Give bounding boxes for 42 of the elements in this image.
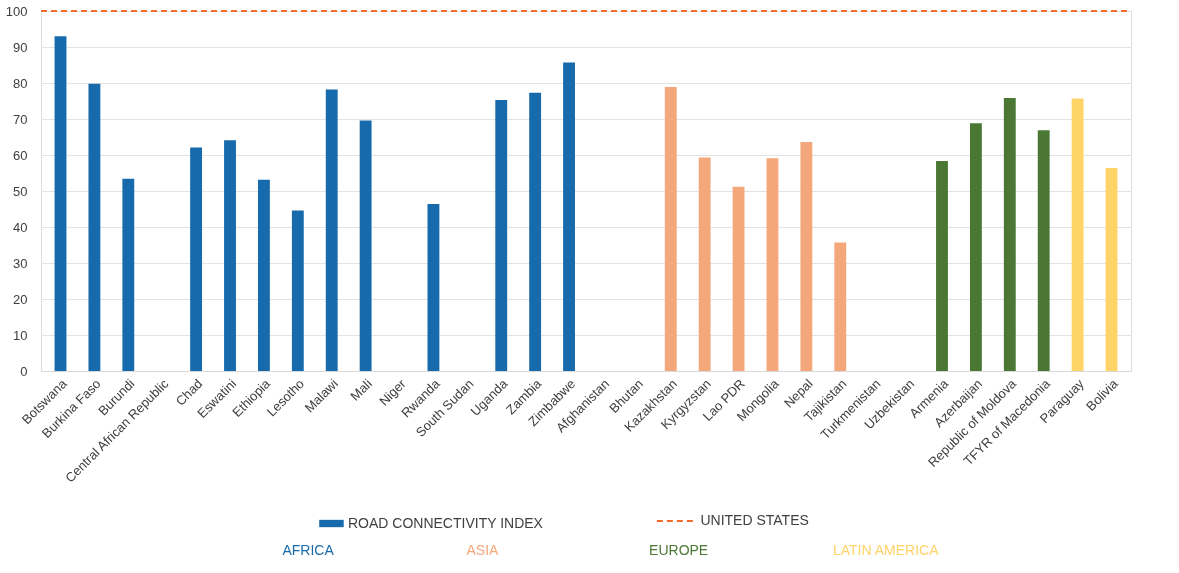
- legend-label: UNITED STATES: [700, 512, 809, 528]
- y-tick-label: 20: [13, 291, 28, 307]
- bar: [529, 92, 542, 371]
- bar: [190, 147, 203, 371]
- bar: [766, 158, 779, 371]
- y-tick-label: 90: [13, 39, 28, 55]
- text: AFRICA: [282, 542, 335, 558]
- bar: [325, 89, 338, 371]
- bar: [291, 210, 304, 371]
- y-tick-label: 40: [13, 219, 28, 235]
- bar: [969, 123, 982, 371]
- y-tick-label: 50: [13, 183, 28, 199]
- y-tick-label: 10: [13, 327, 28, 343]
- y-tick-label: 30: [13, 255, 28, 271]
- bar: [88, 83, 101, 371]
- y-tick-label: 80: [13, 75, 28, 91]
- bar: [257, 179, 270, 371]
- bar: [1003, 98, 1016, 371]
- bar: [122, 178, 135, 371]
- text: EUROPE: [649, 542, 709, 558]
- y-tick-label: 70: [13, 111, 28, 127]
- bar: [936, 161, 948, 371]
- bar: [732, 186, 745, 371]
- text: ASIA: [466, 542, 500, 558]
- bar: [224, 140, 236, 371]
- text: LATIN AMERICA: [832, 542, 940, 558]
- bar: [495, 99, 508, 371]
- bar: [359, 120, 372, 371]
- bar: [563, 62, 575, 371]
- bar: [834, 242, 847, 371]
- bar: [664, 86, 677, 371]
- bar: [54, 36, 67, 371]
- y-tick-label: 60: [13, 147, 28, 163]
- bar: [1037, 130, 1050, 371]
- y-tick-label: 100: [5, 3, 28, 19]
- y-tick-label: 0: [20, 363, 28, 379]
- bar: [800, 142, 813, 371]
- bar: [427, 203, 440, 371]
- bar: [1105, 167, 1118, 371]
- bar: [1071, 98, 1084, 371]
- bar: [698, 157, 711, 371]
- legend-label: ROAD CONNECTIVITY INDEX: [347, 514, 544, 531]
